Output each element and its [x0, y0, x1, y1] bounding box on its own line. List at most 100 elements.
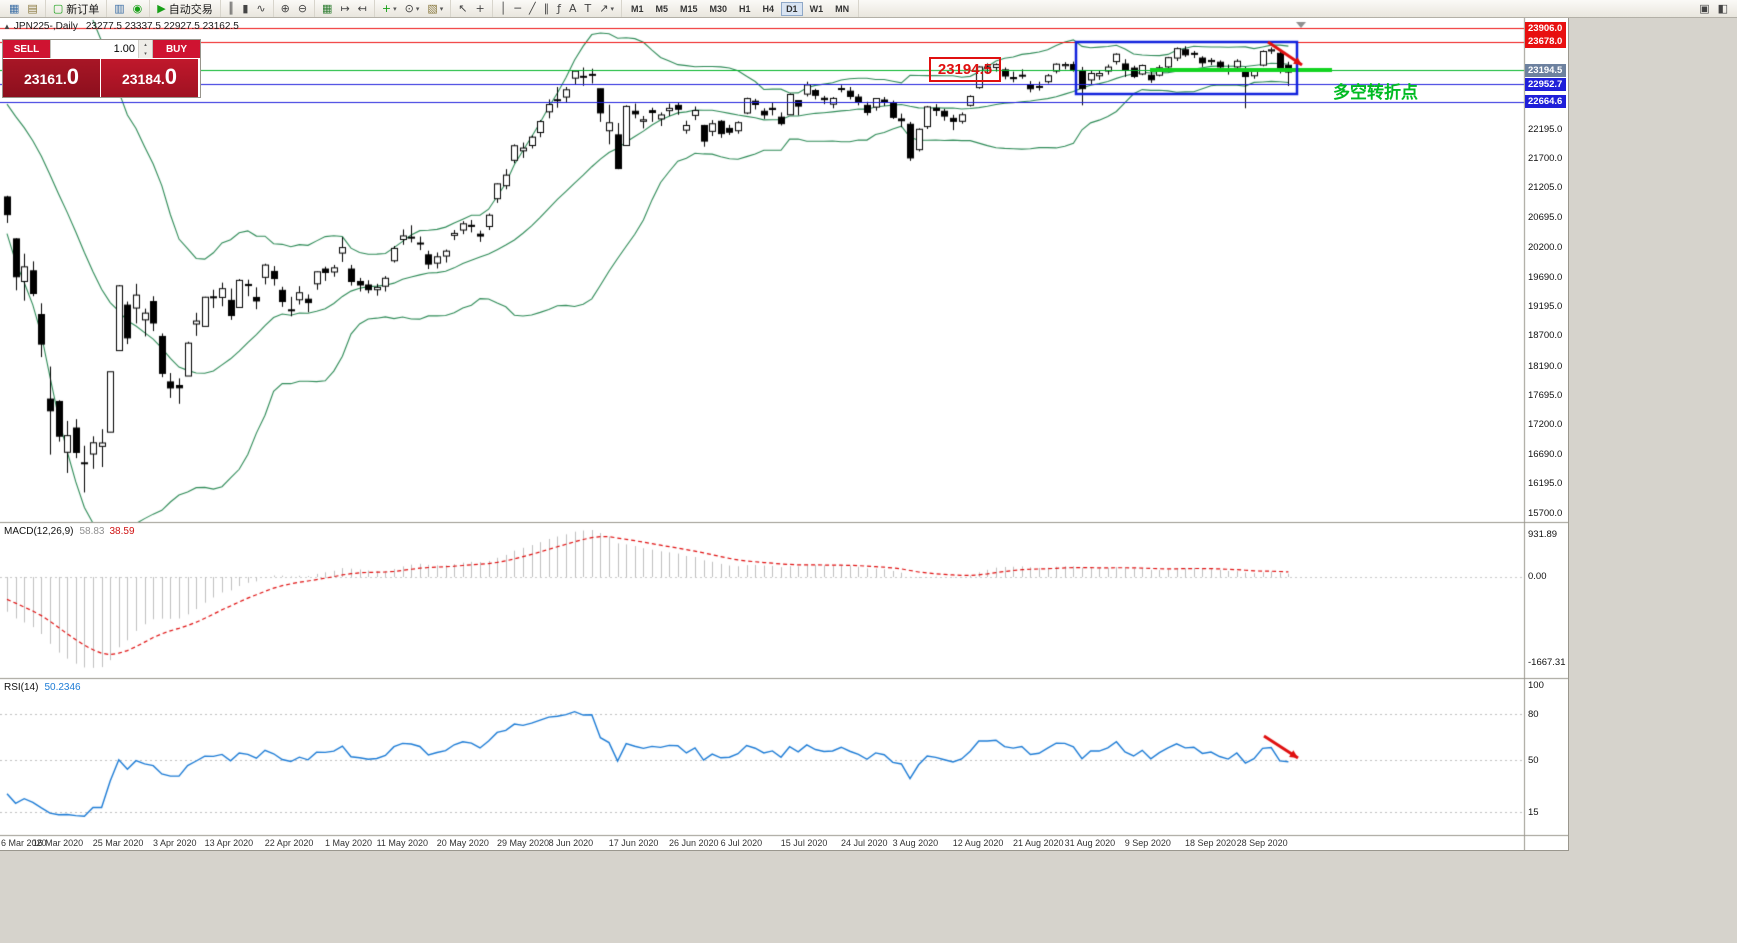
indicator-axis-label: 0.00: [1528, 571, 1547, 582]
macd-indicator-label: MACD(12,26,9) 58.83 38.59: [4, 526, 135, 537]
date-axis-label: 31 Aug 2020: [1064, 838, 1116, 848]
autotrading-button[interactable]: ▶ 自动交易: [154, 0, 215, 17]
candlestick-icon: ▮: [242, 1, 249, 15]
crosshair-icon: +: [475, 1, 485, 15]
tile-windows-button[interactable]: ▦: [319, 0, 335, 17]
profiles-button[interactable]: ▤: [24, 0, 40, 17]
chart-title: ▲ JPN225-,Daily 23277.5 23337.5 22927.5 23…: [3, 21, 239, 32]
periods-button[interactable]: ⊙ ▾: [402, 0, 423, 17]
expert-advisors-icon: ◉: [132, 1, 143, 15]
new-order-button[interactable]: ▢ 新订单: [50, 0, 102, 17]
price-tick: 20695.0: [1528, 212, 1563, 224]
price-tick: 16690.0: [1528, 449, 1563, 461]
trendline-button[interactable]: ╱: [526, 0, 539, 17]
price-badge: 23678.0: [1525, 35, 1566, 49]
timeframe-d1[interactable]: D1: [781, 1, 803, 16]
date-axis-label: 18 Sep 2020: [1185, 838, 1237, 848]
rsi-name: RSI(14): [4, 682, 39, 693]
dropdown-caret-icon: ▾: [439, 5, 444, 13]
fullscreen-icon: ◧: [1717, 1, 1728, 15]
macd-main-value: 58.83: [79, 526, 105, 537]
macd-signal-value: 38.59: [109, 526, 135, 537]
timeframe-m1[interactable]: M1: [630, 3, 644, 14]
volume-spinner-down[interactable]: ▾: [139, 49, 152, 58]
market-watch-button[interactable]: ▥: [111, 0, 127, 17]
price-badge: 22664.6: [1525, 95, 1566, 108]
new-order-icon: ▢: [52, 1, 64, 15]
indicators-icon: +: [381, 1, 392, 15]
templates-button[interactable]: ▧ ▾: [424, 0, 446, 17]
volume-spinner-up[interactable]: ▴: [139, 40, 152, 49]
indicator-axis-label: 80: [1528, 709, 1539, 721]
timeframe-h4[interactable]: H4: [762, 3, 775, 14]
price-level-annotation[interactable]: 23194.5: [929, 57, 1001, 82]
fullscreen-button[interactable]: ◧: [1715, 0, 1731, 17]
cursor-button[interactable]: ↖: [455, 0, 470, 17]
one-click-trading-widget: SELL 1.00 ▴ ▾ BUY 23161. 0 23184. 0: [2, 39, 201, 98]
text-icon: A: [568, 1, 577, 15]
timeframe-mn[interactable]: MN: [835, 3, 850, 14]
window-layout-icon: ▣: [1699, 1, 1710, 15]
crosshair-button[interactable]: +: [473, 0, 488, 17]
line-chart-icon: ∿: [256, 1, 266, 15]
price-badge: 23194.5: [1525, 63, 1566, 77]
auto-scroll-button[interactable]: ↦: [337, 0, 352, 17]
line-chart-button[interactable]: ∿: [253, 0, 268, 17]
date-axis-label: 15 Jul 2020: [780, 838, 828, 848]
sell-price-big-digit: 0: [66, 64, 80, 89]
date-axis-label: 29 May 2020: [497, 838, 550, 848]
zoom-out-button[interactable]: ⊖: [295, 0, 310, 17]
periods-icon: ⊙: [404, 1, 414, 15]
sell-label[interactable]: SELL: [3, 40, 50, 58]
indicator-axis-label: -1667.31: [1528, 657, 1566, 668]
buy-price-button[interactable]: 23184. 0: [101, 59, 198, 97]
date-axis-label: 8 Jun 2020: [548, 838, 594, 848]
volume-input[interactable]: 1.00: [113, 43, 135, 55]
timeframe-m30[interactable]: M30: [709, 3, 728, 14]
fibonacci-button[interactable]: ƒ: [554, 0, 564, 17]
new-chart-button[interactable]: ▦: [6, 0, 22, 17]
date-axis-label: 16 Mar 2020: [32, 838, 84, 848]
window-layout-button[interactable]: ▣: [1696, 0, 1712, 17]
zoom-in-button[interactable]: ⊕: [278, 0, 293, 17]
candlestick-button[interactable]: ▮: [239, 0, 251, 17]
chart-shift-button[interactable]: ↤: [355, 0, 370, 17]
channel-button[interactable]: ∥: [541, 0, 553, 17]
horizontal-line-button[interactable]: ─: [511, 0, 524, 17]
bar-chart-button[interactable]: ║: [225, 0, 238, 17]
turning-point-annotation[interactable]: 多空转折点: [1333, 83, 1418, 103]
timeframe-w1[interactable]: W1: [809, 3, 824, 14]
date-axis-label: 3 Aug 2020: [892, 838, 939, 848]
timeframe-m5[interactable]: M5: [655, 3, 668, 14]
price-chart-canvas[interactable]: [0, 18, 1568, 850]
buy-price-big-digit: 0: [164, 64, 178, 89]
sell-price-button[interactable]: 23161. 0: [3, 59, 100, 97]
timeframe-h1[interactable]: H1: [739, 3, 751, 14]
volume-field: 1.00 ▴ ▾: [50, 40, 153, 58]
text-button[interactable]: A: [566, 0, 580, 17]
date-axis-label: 22 Apr 2020: [264, 838, 314, 848]
indicator-axis-label: 931.89: [1528, 529, 1558, 540]
timeframe-m15[interactable]: M15: [680, 3, 698, 14]
expert-advisors-button[interactable]: ◉: [130, 0, 146, 17]
chart-window: ▲ JPN225-,Daily 23277.5 23337.5 22927.5 23…: [0, 18, 1569, 851]
chart-shift-icon: ↤: [357, 1, 367, 15]
date-axis-label: 28 Sep 2020: [1236, 838, 1288, 848]
bar-chart-icon: ║: [227, 1, 235, 15]
collapse-arrow-icon[interactable]: ▲: [3, 22, 11, 31]
fibonacci-icon: ƒ: [557, 1, 561, 15]
price-tick: 19690.0: [1528, 271, 1563, 283]
tile-windows-icon: ▦: [322, 1, 333, 15]
date-axis-label: 6 Jul 2020: [720, 838, 763, 848]
vertical-line-button[interactable]: │: [497, 0, 510, 17]
volume-spinner: ▴ ▾: [138, 40, 152, 58]
price-tick: 20200.0: [1528, 241, 1563, 253]
arrows-button[interactable]: ↗ ▾: [596, 0, 617, 17]
toolbar: ▦ ▤ ▢ 新订单 ▥ ◉ ▶ 自动交易 ║ ▮ ∿ ⊕ ⊖ ▦ ↦ ↤ + ▾ ⊙ ▾ ▧ ▾ ↖ + │ ─ ╱ ∥ ƒ A T ↗ ▾ M1…: [0, 0, 1737, 18]
indicator-axis-label: 50: [1528, 754, 1539, 766]
indicators-button[interactable]: + ▾: [379, 0, 400, 17]
label-button[interactable]: T: [582, 0, 595, 17]
date-axis-label: 1 May 2020: [325, 838, 373, 848]
buy-label[interactable]: BUY: [153, 40, 200, 58]
